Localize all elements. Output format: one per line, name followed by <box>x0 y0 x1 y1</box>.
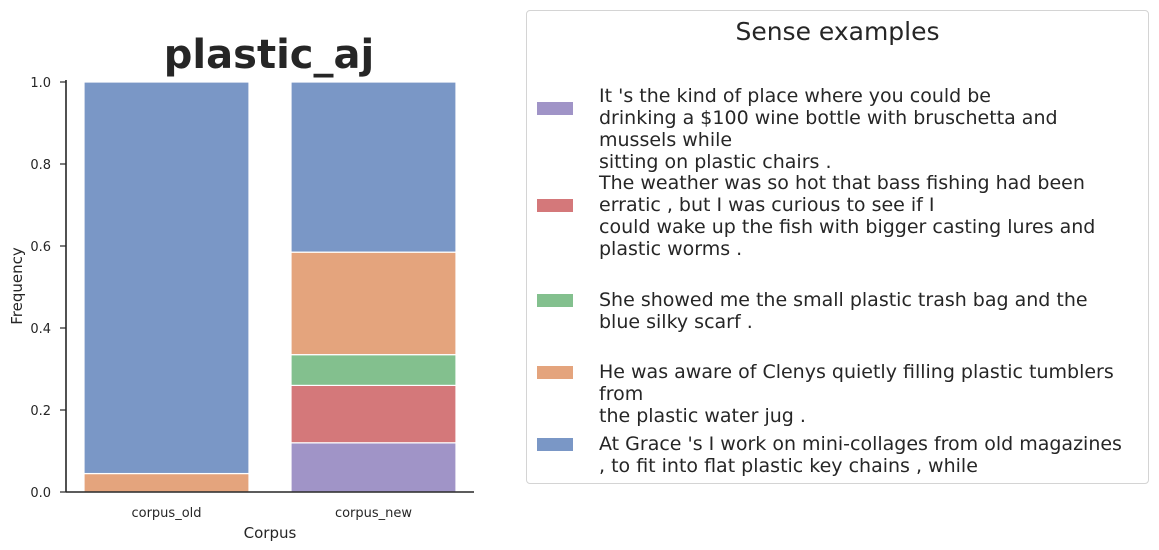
bar-segment-corpus_new-0 <box>290 442 457 493</box>
legend-swatch <box>537 366 573 379</box>
bar-segment-corpus_old-3 <box>83 472 250 493</box>
bar-segment-corpus_new-4 <box>290 81 457 253</box>
bar-segment-corpus_new-1 <box>290 384 457 444</box>
legend-text: At Grace 's I work on mini-collages from… <box>599 433 1122 477</box>
legend: Sense examples It 's the kind of place w… <box>526 10 1149 484</box>
y-tick-label: 1.0 <box>30 76 51 91</box>
chart-title: plastic_aj <box>164 32 374 78</box>
x-ticks-group: corpus_old corpus_new <box>131 506 412 521</box>
legend-text: He was aware of Clenys quietly filling p… <box>599 361 1114 427</box>
bar-segment-corpus_new-2 <box>290 354 457 386</box>
bar-segment-corpus_old-4 <box>83 81 250 475</box>
y-tick-label: 0.0 <box>30 486 51 501</box>
bar-segment-corpus_new-3 <box>290 251 457 356</box>
y-tick-label: 0.2 <box>30 404 51 419</box>
legend-swatch <box>537 199 573 212</box>
y-tick-label: 0.4 <box>30 322 51 337</box>
legend-swatch <box>537 438 573 451</box>
legend-swatch <box>537 102 573 115</box>
legend-swatch <box>537 294 573 307</box>
legend-title: Sense examples <box>735 17 940 46</box>
x-tick-label-corpus_new: corpus_new <box>335 506 412 521</box>
bars-group <box>83 81 457 493</box>
y-axis-title: Frequency <box>8 247 26 325</box>
legend-text: It 's the kind of place where you could … <box>599 85 1058 173</box>
y-ticks-group: 0.0 0.2 0.4 0.6 0.8 1.0 <box>30 76 66 501</box>
y-tick-label: 0.8 <box>30 158 51 173</box>
x-tick-label-corpus_old: corpus_old <box>131 506 201 521</box>
x-axis-title: Corpus <box>244 524 297 542</box>
legend-text: The weather was so hot that bass fishing… <box>599 172 1096 260</box>
bar-chart: plastic_aj 0.0 0.2 0.4 0.6 0.8 1.0 corpus_old… <box>8 32 474 542</box>
legend-text: She showed me the small plastic trash ba… <box>599 289 1088 333</box>
y-tick-label: 0.6 <box>30 240 51 255</box>
